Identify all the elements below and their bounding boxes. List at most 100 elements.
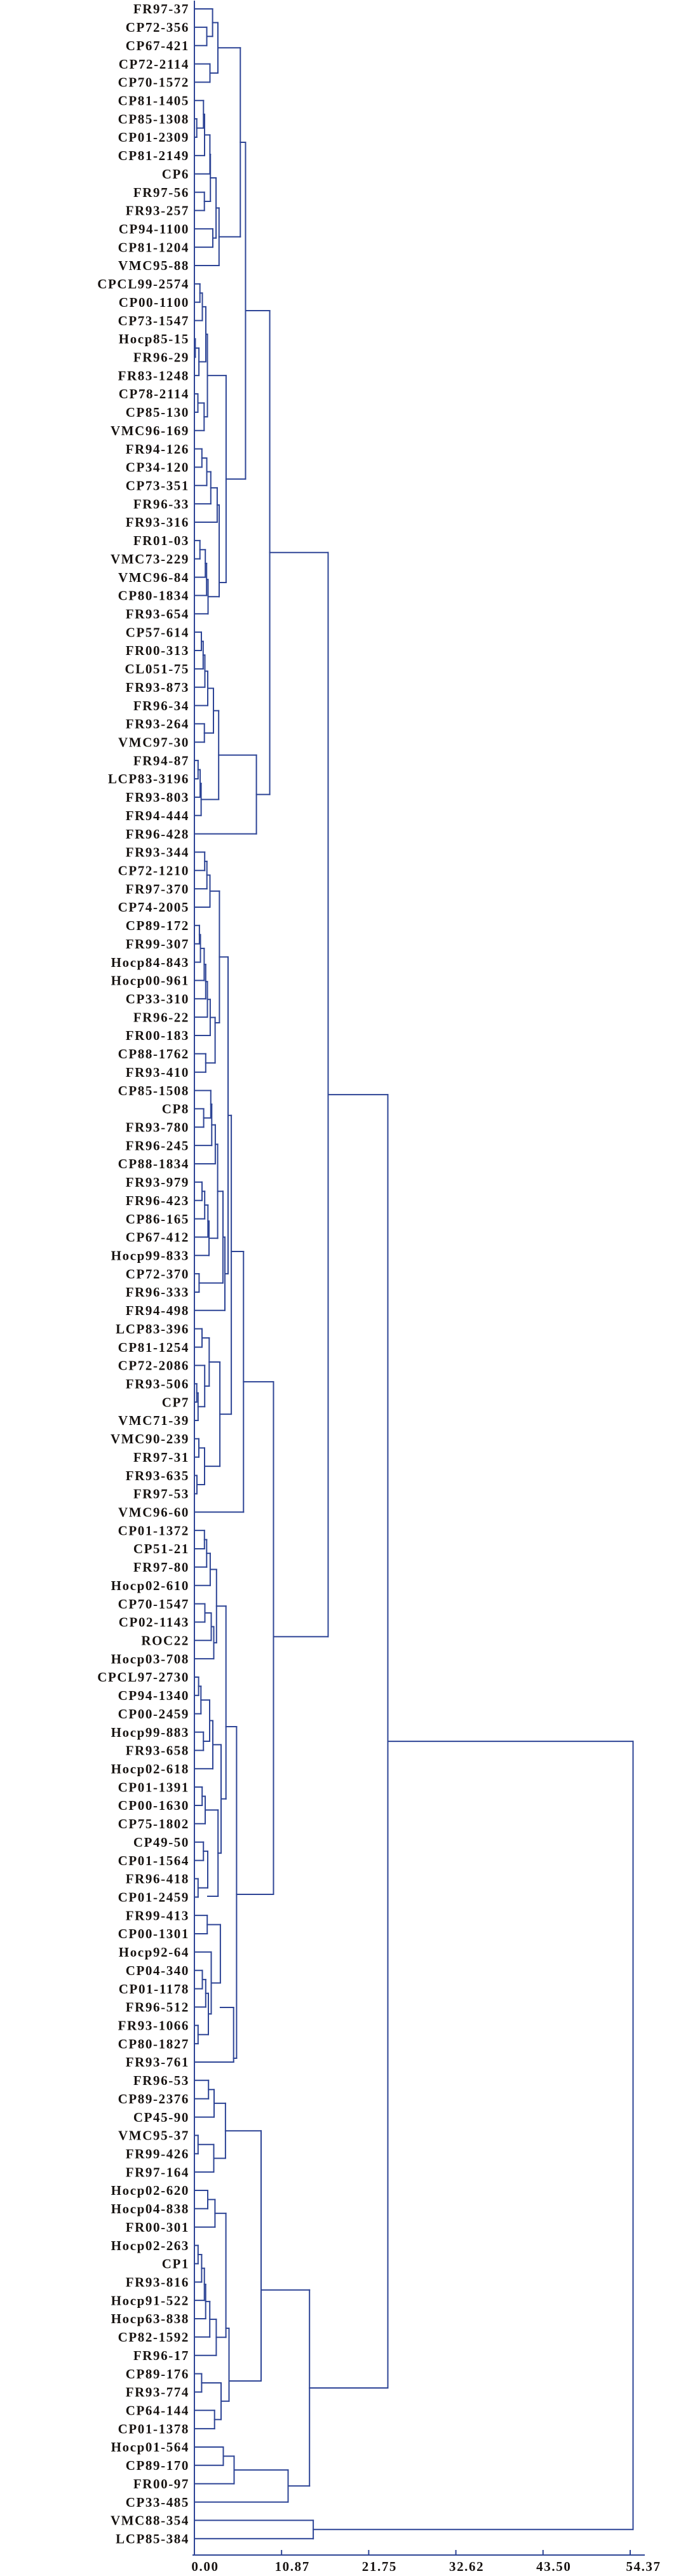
svg-text:CP94-1100: CP94-1100 bbox=[119, 222, 189, 237]
svg-text:CP85-130: CP85-130 bbox=[126, 405, 189, 420]
svg-text:FR94-498: FR94-498 bbox=[126, 1303, 189, 1318]
svg-text:VMC73-229: VMC73-229 bbox=[111, 551, 189, 567]
svg-text:CP70-1572: CP70-1572 bbox=[118, 75, 189, 90]
svg-text:FR93-506: FR93-506 bbox=[126, 1377, 189, 1392]
svg-text:FR97-370: FR97-370 bbox=[126, 881, 189, 896]
svg-text:Hocp85-15: Hocp85-15 bbox=[119, 332, 189, 347]
svg-text:FR94-126: FR94-126 bbox=[126, 442, 189, 457]
svg-text:FR93-1066: FR93-1066 bbox=[118, 2018, 189, 2033]
svg-text:FR96-333: FR96-333 bbox=[126, 1285, 189, 1300]
svg-text:FR93-264: FR93-264 bbox=[126, 717, 189, 732]
svg-text:Hocp84-843: Hocp84-843 bbox=[111, 955, 189, 970]
svg-text:CP01-1372: CP01-1372 bbox=[118, 1523, 189, 1538]
svg-text:FR00-301: FR00-301 bbox=[126, 2220, 189, 2235]
svg-text:FR96-34: FR96-34 bbox=[133, 698, 189, 713]
svg-text:FR93-816: FR93-816 bbox=[126, 2275, 189, 2290]
svg-text:FR96-428: FR96-428 bbox=[126, 826, 189, 842]
svg-text:FR97-56: FR97-56 bbox=[133, 185, 189, 200]
svg-text:Hocp63-838: Hocp63-838 bbox=[111, 2311, 189, 2326]
svg-text:CP89-170: CP89-170 bbox=[126, 2458, 189, 2473]
svg-text:FR93-658: FR93-658 bbox=[126, 1743, 189, 1758]
svg-text:CP02-1143: CP02-1143 bbox=[119, 1615, 189, 1630]
svg-text:CP88-1762: CP88-1762 bbox=[118, 1046, 189, 1062]
svg-text:CP81-1204: CP81-1204 bbox=[118, 239, 189, 255]
svg-text:CP51-21: CP51-21 bbox=[133, 1541, 189, 1556]
svg-text:CP45-90: CP45-90 bbox=[133, 2110, 189, 2125]
svg-text:FR00-183: FR00-183 bbox=[126, 1028, 189, 1043]
svg-text:FR96-22: FR96-22 bbox=[133, 1009, 189, 1025]
svg-text:CP70-1547: CP70-1547 bbox=[118, 1596, 189, 1612]
svg-text:CP34-120: CP34-120 bbox=[126, 460, 189, 475]
svg-text:VMC95-88: VMC95-88 bbox=[118, 258, 189, 273]
svg-text:CP01-2459: CP01-2459 bbox=[118, 1890, 189, 1905]
svg-text:FR93-344: FR93-344 bbox=[126, 845, 189, 860]
svg-text:VMC96-169: VMC96-169 bbox=[111, 423, 189, 438]
svg-text:LCP83-3196: LCP83-3196 bbox=[108, 771, 189, 786]
svg-text:CP04-340: CP04-340 bbox=[126, 1963, 189, 1978]
svg-text:VMC90-239: VMC90-239 bbox=[111, 1431, 189, 1446]
svg-text:CP72-2086: CP72-2086 bbox=[118, 1358, 189, 1373]
svg-text:FR93-873: FR93-873 bbox=[126, 680, 189, 695]
svg-text:CP94-1340: CP94-1340 bbox=[118, 1688, 189, 1703]
svg-text:Hocp02-620: Hocp02-620 bbox=[111, 2183, 189, 2198]
svg-text:CP89-2376: CP89-2376 bbox=[118, 2091, 189, 2107]
svg-text:CP7: CP7 bbox=[162, 1394, 189, 1410]
svg-text:FR93-761: FR93-761 bbox=[126, 2054, 189, 2070]
svg-text:CP72-1210: CP72-1210 bbox=[118, 863, 189, 879]
svg-text:CP85-1508: CP85-1508 bbox=[118, 1083, 189, 1098]
svg-text:FR99-413: FR99-413 bbox=[126, 1908, 189, 1923]
svg-text:FR93-803: FR93-803 bbox=[126, 790, 189, 805]
svg-text:CP57-614: CP57-614 bbox=[126, 624, 189, 640]
svg-text:CP00-1100: CP00-1100 bbox=[119, 295, 189, 310]
svg-text:CP86-165: CP86-165 bbox=[126, 1211, 189, 1227]
svg-text:FR99-426: FR99-426 bbox=[126, 2147, 189, 2162]
svg-text:FR97-53: FR97-53 bbox=[133, 1487, 189, 1502]
svg-text:0.00: 0.00 bbox=[191, 2559, 219, 2573]
svg-text:FR93-979: FR93-979 bbox=[126, 1175, 189, 1190]
svg-text:CP82-1592: CP82-1592 bbox=[118, 2330, 189, 2345]
svg-text:LCP85-384: LCP85-384 bbox=[116, 2532, 189, 2547]
svg-text:VMC97-30: VMC97-30 bbox=[118, 735, 189, 750]
svg-text:FR97-37: FR97-37 bbox=[133, 1, 189, 17]
svg-text:Hocp02-263: Hocp02-263 bbox=[111, 2238, 189, 2253]
svg-text:CP81-1405: CP81-1405 bbox=[118, 93, 189, 109]
svg-text:ROC22: ROC22 bbox=[141, 1633, 189, 1649]
svg-text:CP80-1834: CP80-1834 bbox=[118, 588, 189, 604]
svg-text:FR97-164: FR97-164 bbox=[126, 2164, 189, 2180]
svg-text:Hocp99-833: Hocp99-833 bbox=[111, 1248, 189, 1264]
svg-text:CP89-172: CP89-172 bbox=[126, 918, 189, 933]
svg-text:CP72-2114: CP72-2114 bbox=[119, 57, 189, 72]
svg-text:CP33-485: CP33-485 bbox=[126, 2495, 189, 2510]
svg-text:Hocp92-64: Hocp92-64 bbox=[119, 1945, 189, 1960]
svg-text:CP01-2309: CP01-2309 bbox=[118, 130, 189, 145]
svg-text:Hocp99-883: Hocp99-883 bbox=[111, 1725, 189, 1740]
svg-text:FR97-80: FR97-80 bbox=[133, 1560, 189, 1575]
svg-text:10.87: 10.87 bbox=[275, 2559, 310, 2573]
svg-text:CP67-421: CP67-421 bbox=[126, 38, 189, 53]
svg-text:FR00-97: FR00-97 bbox=[133, 2476, 189, 2492]
svg-text:FR93-774: FR93-774 bbox=[126, 2385, 189, 2400]
svg-text:FR96-53: FR96-53 bbox=[133, 2073, 189, 2088]
svg-text:CP8: CP8 bbox=[162, 1102, 189, 1117]
svg-text:FR93-257: FR93-257 bbox=[126, 203, 189, 219]
svg-text:CP01-1178: CP01-1178 bbox=[119, 1981, 189, 1997]
svg-text:FR01-03: FR01-03 bbox=[133, 533, 189, 548]
svg-text:FR83-1248: FR83-1248 bbox=[118, 368, 189, 383]
svg-text:FR93-635: FR93-635 bbox=[126, 1468, 189, 1483]
svg-text:VMC95-37: VMC95-37 bbox=[118, 2128, 189, 2143]
svg-text:VMC71-39: VMC71-39 bbox=[118, 1413, 189, 1428]
svg-text:CP6: CP6 bbox=[162, 166, 189, 182]
svg-text:FR94-444: FR94-444 bbox=[126, 808, 189, 823]
svg-text:Hocp02-618: Hocp02-618 bbox=[111, 1762, 189, 1777]
svg-text:CP1: CP1 bbox=[162, 2256, 189, 2272]
svg-text:Hocp01-564: Hocp01-564 bbox=[111, 2439, 189, 2455]
svg-text:Hocp03-708: Hocp03-708 bbox=[111, 1651, 189, 1666]
svg-text:CP73-351: CP73-351 bbox=[126, 478, 189, 494]
svg-text:FR96-423: FR96-423 bbox=[126, 1193, 189, 1208]
svg-text:54.37: 54.37 bbox=[626, 2559, 661, 2573]
svg-text:FR96-33: FR96-33 bbox=[133, 496, 189, 511]
svg-text:CPCL97-2730: CPCL97-2730 bbox=[97, 1669, 189, 1685]
svg-text:VMC88-354: VMC88-354 bbox=[111, 2513, 189, 2528]
svg-text:CP67-412: CP67-412 bbox=[126, 1230, 189, 1245]
svg-text:FR00-313: FR00-313 bbox=[126, 643, 189, 658]
